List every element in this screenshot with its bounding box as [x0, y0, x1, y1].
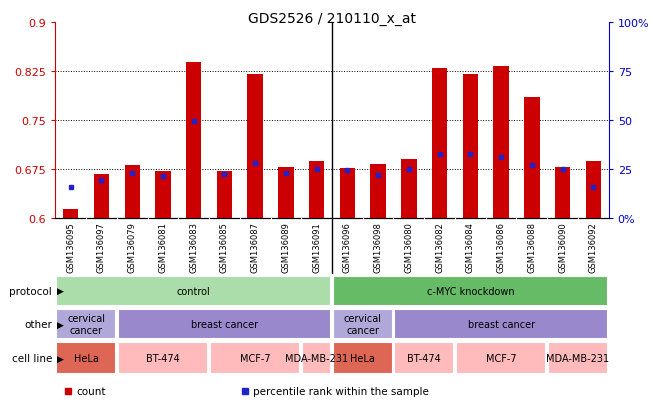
Text: GSM136084: GSM136084	[466, 222, 475, 273]
Bar	[155, 172, 171, 219]
Text: GSM136091: GSM136091	[312, 222, 321, 272]
Text: MDA-MB-231: MDA-MB-231	[546, 353, 609, 363]
Text: breast cancer: breast cancer	[191, 319, 258, 329]
Text: MDA-MB-231: MDA-MB-231	[285, 353, 348, 363]
Bar	[333, 342, 393, 375]
Text: GSM136096: GSM136096	[343, 222, 352, 273]
Bar	[432, 69, 447, 219]
Bar	[340, 169, 355, 219]
Text: GSM136081: GSM136081	[158, 222, 167, 273]
Text: HeLa: HeLa	[74, 353, 98, 363]
Bar	[456, 342, 546, 375]
Bar	[370, 165, 386, 219]
Bar	[247, 75, 263, 219]
Text: GSM136095: GSM136095	[66, 222, 76, 272]
Bar	[333, 309, 393, 339]
Bar	[309, 161, 324, 219]
Bar	[401, 160, 417, 219]
Bar	[94, 174, 109, 219]
Text: BT-474: BT-474	[408, 353, 441, 363]
Bar	[210, 342, 300, 375]
Text: GSM136089: GSM136089	[281, 222, 290, 273]
Text: GSM136086: GSM136086	[497, 222, 506, 273]
Text: cervical
cancer: cervical cancer	[67, 313, 105, 335]
Bar	[586, 161, 601, 219]
Text: percentile rank within the sample: percentile rank within the sample	[253, 386, 429, 396]
Text: GSM136097: GSM136097	[97, 222, 106, 273]
Bar	[555, 168, 570, 219]
Text: GSM136092: GSM136092	[589, 222, 598, 272]
Bar	[463, 75, 478, 219]
Text: GSM136098: GSM136098	[374, 222, 383, 273]
Bar	[118, 309, 331, 339]
Text: GSM136087: GSM136087	[251, 222, 260, 273]
Text: protocol: protocol	[9, 286, 52, 296]
Bar	[548, 342, 608, 375]
Text: ▶: ▶	[57, 320, 64, 329]
Text: GDS2526 / 210110_x_at: GDS2526 / 210110_x_at	[248, 12, 416, 26]
Bar	[395, 309, 608, 339]
Bar	[395, 342, 454, 375]
Text: GSM136080: GSM136080	[404, 222, 413, 273]
Text: c-MYC knockdown: c-MYC knockdown	[426, 286, 514, 296]
Text: cervical
cancer: cervical cancer	[344, 313, 381, 335]
Bar	[186, 63, 201, 219]
Text: MCF-7: MCF-7	[240, 353, 270, 363]
Text: HeLa: HeLa	[350, 353, 375, 363]
Text: GSM136079: GSM136079	[128, 222, 137, 273]
Text: ▶: ▶	[57, 354, 64, 363]
Bar	[278, 168, 294, 219]
Text: GSM136083: GSM136083	[189, 222, 198, 273]
Text: cell line: cell line	[12, 353, 52, 363]
Bar	[524, 98, 540, 219]
Text: GSM136090: GSM136090	[558, 222, 567, 272]
Bar	[493, 67, 509, 219]
Bar	[56, 342, 116, 375]
Text: ▶: ▶	[57, 287, 64, 296]
Text: MCF-7: MCF-7	[486, 353, 516, 363]
Text: count: count	[76, 386, 106, 396]
Bar	[217, 171, 232, 219]
Bar	[118, 342, 208, 375]
Bar	[333, 276, 608, 306]
Bar	[56, 276, 331, 306]
Bar	[124, 165, 140, 219]
Bar	[63, 209, 78, 219]
Text: GSM136085: GSM136085	[220, 222, 229, 273]
Text: other: other	[24, 319, 52, 329]
Text: GSM136088: GSM136088	[527, 222, 536, 273]
Bar	[302, 342, 331, 375]
Text: BT-474: BT-474	[146, 353, 180, 363]
Text: breast cancer: breast cancer	[467, 319, 534, 329]
Text: control: control	[177, 286, 210, 296]
Text: GSM136082: GSM136082	[435, 222, 444, 273]
Bar	[56, 309, 116, 339]
